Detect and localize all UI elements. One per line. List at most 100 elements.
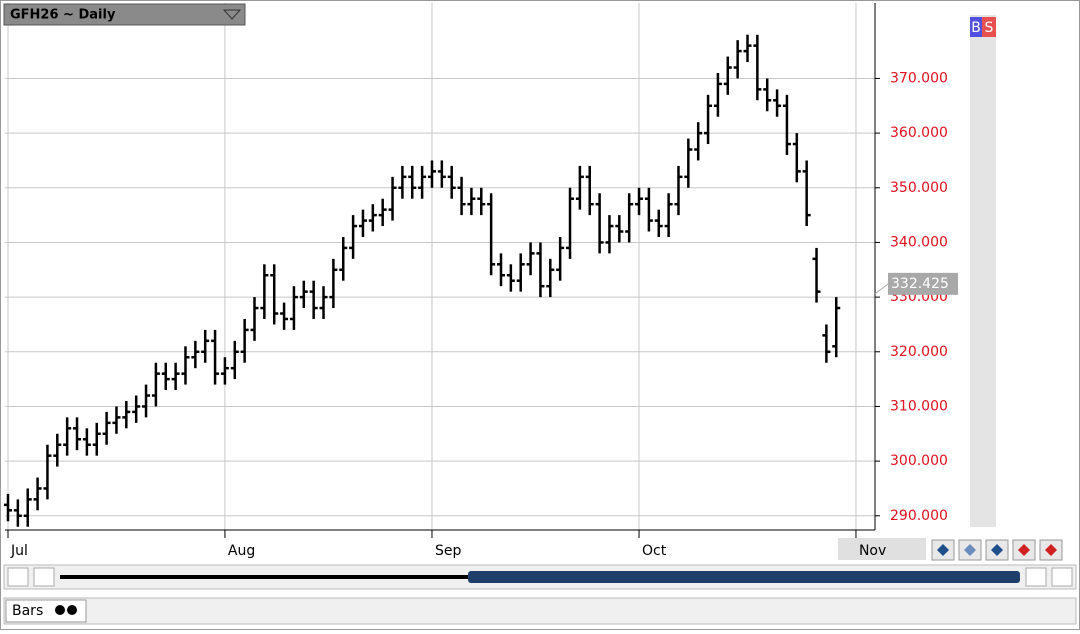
ohlc-bar	[102, 411, 111, 445]
icon	[1045, 544, 1057, 556]
ohlc-bar	[526, 242, 535, 276]
tab[interactable]	[5, 599, 87, 623]
ohlc-bar	[713, 72, 722, 117]
ohlc-bar	[122, 400, 131, 429]
ohlc-bar	[230, 340, 239, 380]
ohlc-bar	[723, 56, 732, 95]
ohlc-bar	[753, 34, 762, 101]
ohlc-bar	[457, 176, 466, 216]
dropdown-arrow[interactable]	[222, 9, 242, 20]
ohlc-bar	[388, 176, 397, 221]
ohlc-bar	[53, 433, 62, 467]
scroll-left[interactable]	[33, 567, 55, 587]
ohlc-bar	[132, 395, 141, 423]
icon	[937, 544, 949, 556]
ohlc-bar	[792, 133, 801, 183]
ohlc-bar	[585, 165, 594, 216]
last-price-label: 332.425	[891, 276, 949, 292]
ohlc-bar	[13, 499, 22, 527]
ohlc-bar	[23, 488, 32, 527]
sell-button[interactable]	[982, 17, 996, 37]
sell-label[interactable]: S	[985, 20, 994, 36]
ohlc-bar	[782, 94, 791, 155]
ohlc-bar	[220, 357, 229, 385]
ohlc-bar	[546, 258, 555, 298]
nav-buttons	[931, 539, 1063, 561]
side-strip	[970, 15, 996, 527]
x-tick-label: Jul	[10, 543, 28, 559]
ohlc-bar	[635, 187, 644, 216]
tab-label[interactable]: Bars	[12, 603, 43, 619]
ohlc-bar	[427, 160, 436, 188]
ohlc-bar	[309, 280, 318, 319]
y-tick-label: 370.000	[890, 70, 948, 86]
ohlc-bar	[802, 160, 811, 227]
ohlc-bar	[112, 406, 121, 434]
y-tick-label: 290.000	[890, 508, 948, 524]
ohlc-bar	[516, 253, 525, 292]
ohlc-bar	[743, 34, 752, 63]
ohlc-bar	[773, 89, 782, 117]
scroll-end[interactable]	[1051, 567, 1073, 587]
symbol-box[interactable]	[3, 3, 246, 26]
icon	[1018, 544, 1030, 556]
ohlc-bar	[566, 187, 575, 259]
ohlc-bar	[467, 187, 476, 216]
ohlc-bar	[378, 198, 387, 227]
ohlc-bar	[654, 209, 663, 237]
buy-label[interactable]: B	[971, 20, 981, 36]
y-tick-label: 320.000	[890, 344, 948, 360]
ohlc-bar	[575, 165, 584, 210]
ohlc-bar	[506, 264, 515, 292]
scroll-right[interactable]	[1025, 567, 1047, 587]
plot	[4, 3, 875, 530]
ohlc-bar	[447, 165, 456, 199]
ohlc-bar	[822, 324, 831, 363]
ohlc-bar	[63, 417, 72, 456]
ohlc-bar	[487, 193, 496, 276]
ohlc-bar	[644, 187, 653, 232]
buy-button[interactable]	[970, 17, 982, 37]
ohlc-bar	[408, 165, 417, 199]
ohlc-bar	[477, 187, 486, 216]
ohlc-bar	[812, 247, 821, 303]
ohlc-bar	[82, 428, 91, 456]
scroll-start[interactable]	[7, 567, 29, 587]
ohlc-bar	[151, 362, 160, 407]
ohlc-bar	[349, 215, 358, 259]
y-tick-label: 340.000	[890, 234, 948, 250]
ohlc-bar	[605, 215, 614, 254]
ohlc-bar	[615, 215, 624, 243]
ohlc-bar	[260, 264, 269, 319]
x-tick-label: Aug	[228, 543, 255, 559]
x-tick-label: Nov	[859, 543, 886, 559]
ohlc-bar	[437, 160, 446, 188]
symbol-label: GFH26 ~ Daily	[10, 8, 116, 23]
ohlc-bar	[595, 193, 604, 254]
ohlc-bar	[191, 340, 200, 369]
y-tick-label: 360.000	[890, 125, 948, 141]
ohlc-bar	[142, 384, 151, 418]
scroll-thumb[interactable]	[468, 571, 1020, 583]
ohlc-bar	[664, 193, 673, 237]
ohlc-bar	[289, 286, 298, 330]
ohlc-bar	[398, 165, 407, 199]
ohlc-bar	[73, 417, 82, 451]
ohlc-bar	[694, 122, 703, 161]
ohlc-bar	[329, 258, 338, 309]
ohlc-bar	[704, 94, 713, 145]
last-price-box	[888, 272, 958, 295]
ohlc-bar	[497, 253, 505, 287]
ohlc-bar	[556, 236, 565, 281]
date-box	[838, 538, 926, 560]
icon	[964, 544, 976, 556]
price-axis	[875, 3, 968, 530]
ohlc-bar	[280, 302, 289, 330]
ohlc-bar	[368, 204, 377, 232]
y-tick-label: 310.000	[890, 398, 948, 414]
x-tick-label: Sep	[435, 543, 462, 559]
ohlc-bar	[250, 297, 259, 341]
ohlc-bar	[358, 209, 367, 237]
ohlc-bar	[319, 286, 328, 319]
